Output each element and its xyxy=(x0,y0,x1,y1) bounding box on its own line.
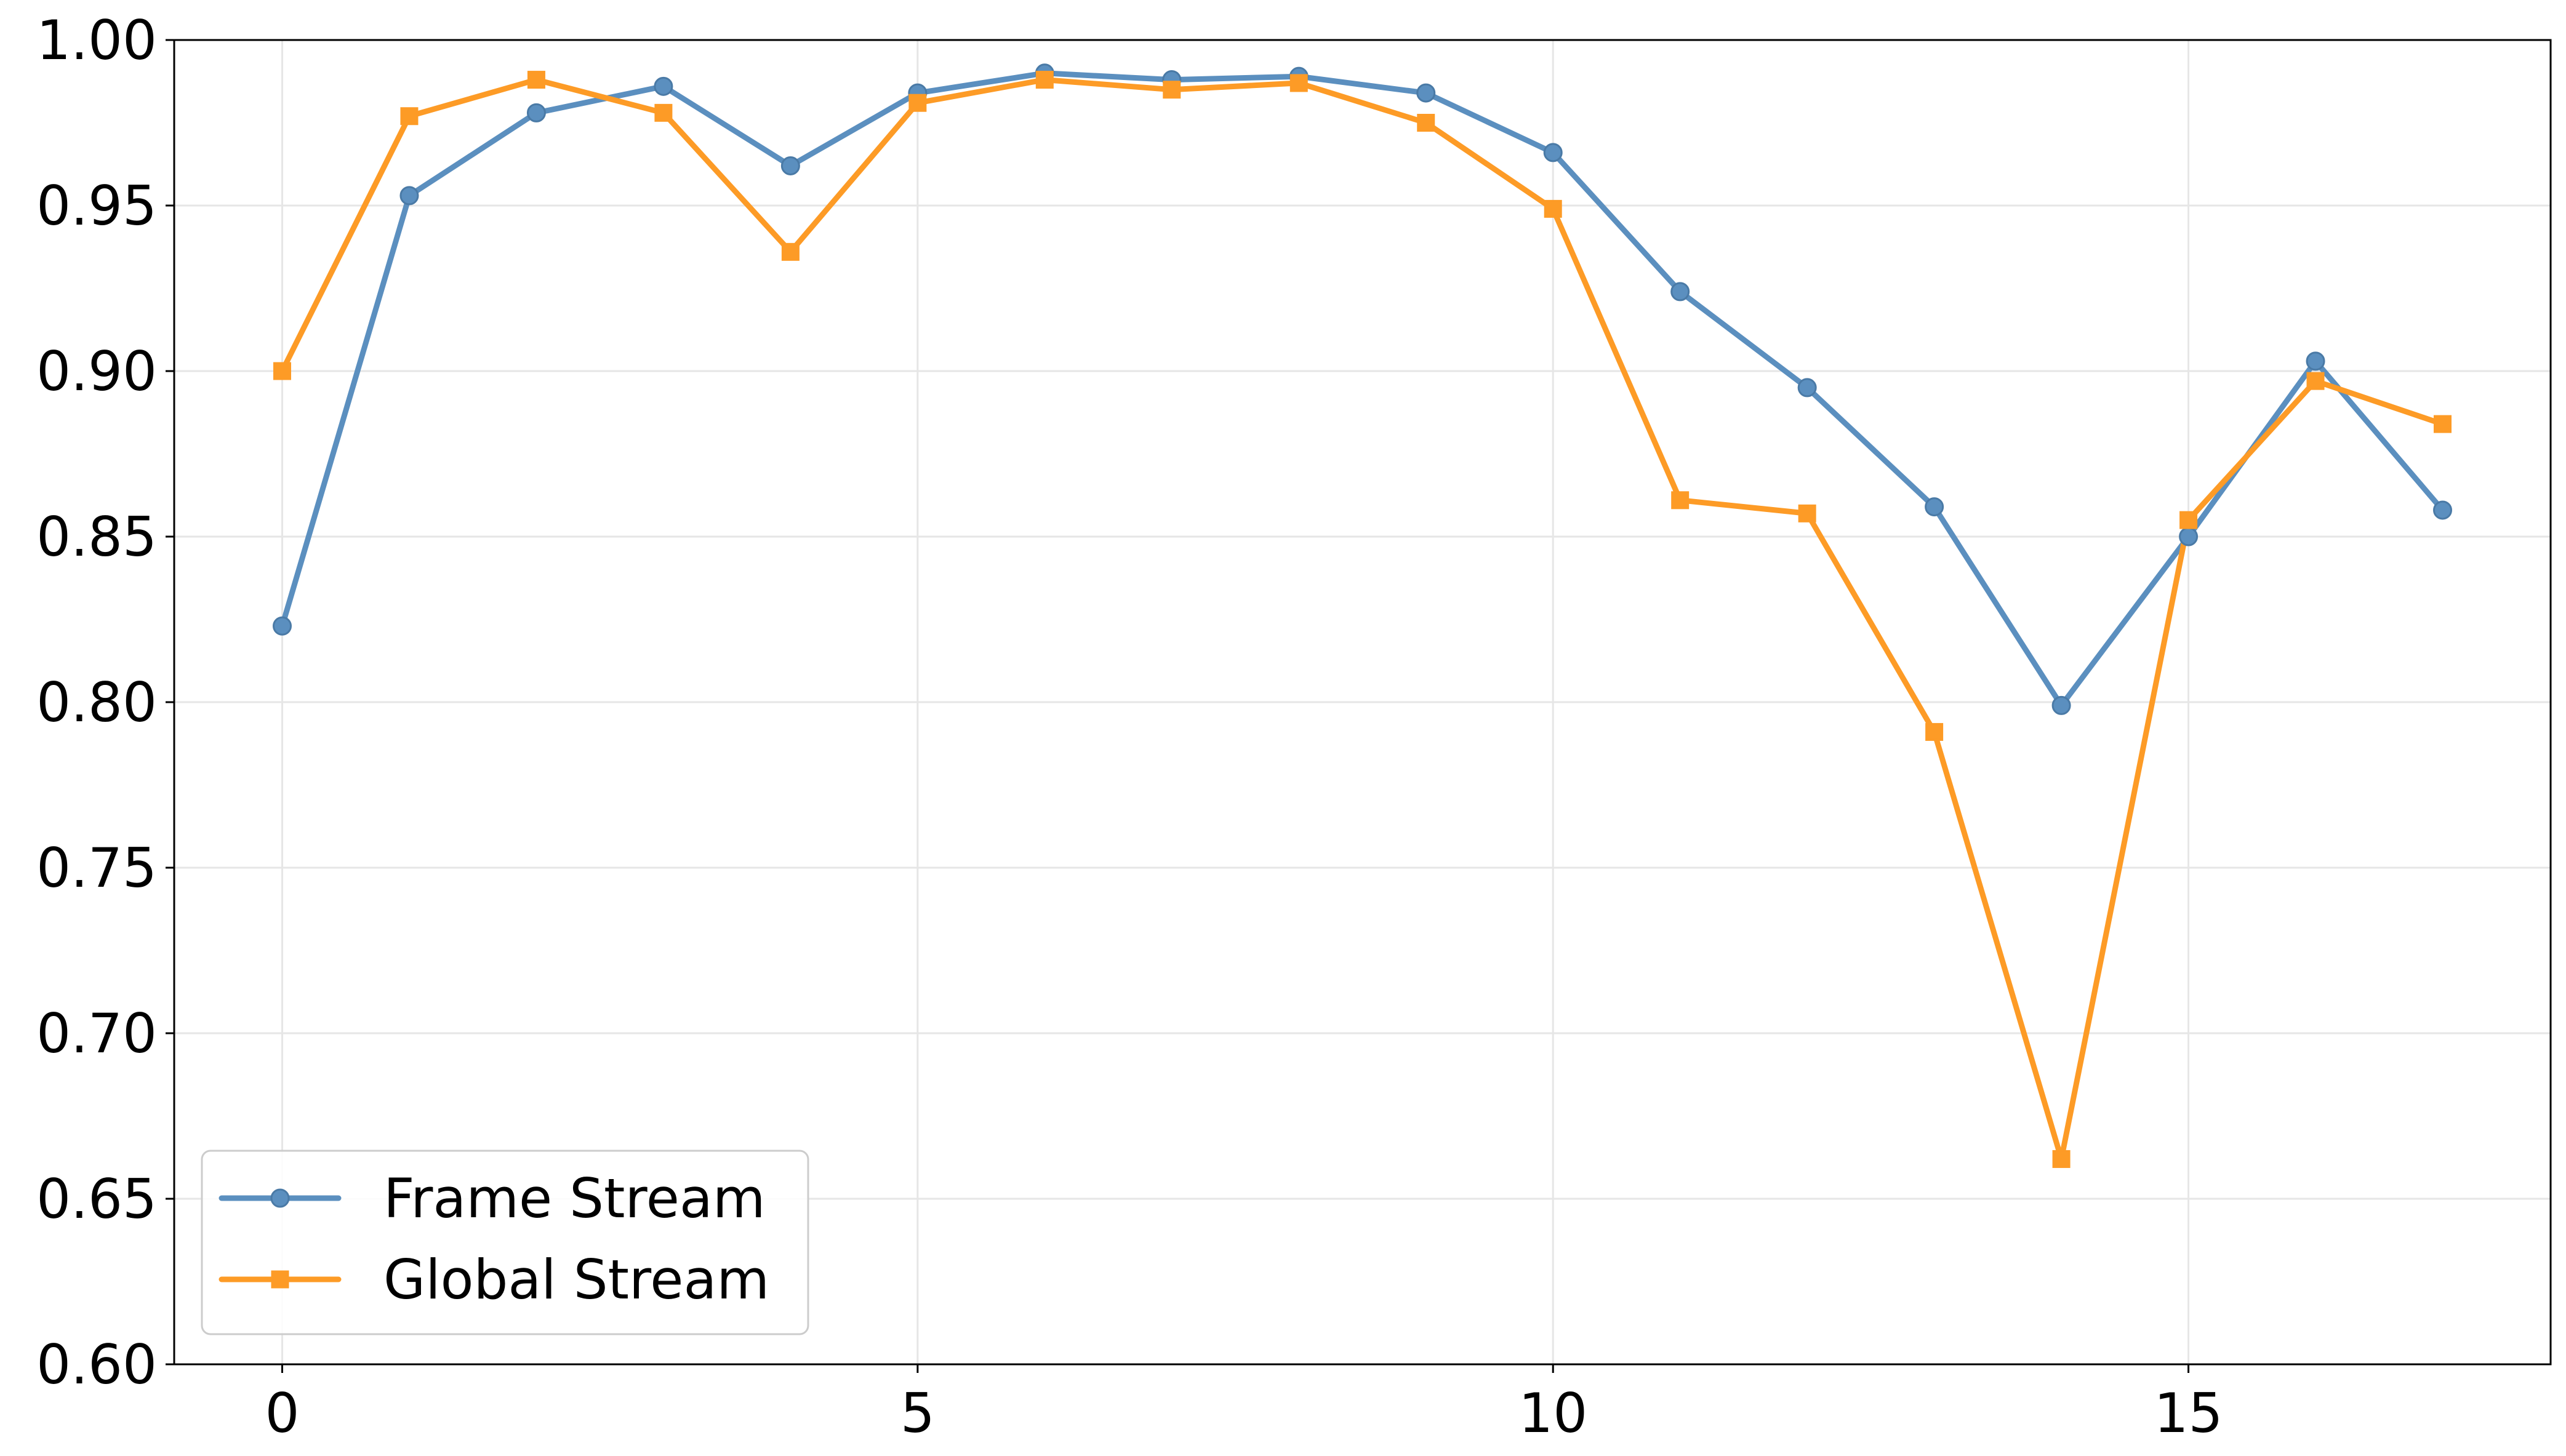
frame-stream-point xyxy=(526,103,546,122)
global-stream-point xyxy=(2434,415,2452,433)
global-stream-legend-label: Global Stream xyxy=(383,1248,769,1311)
x-tick-label: 0 xyxy=(265,1382,300,1445)
global-stream-point xyxy=(908,94,927,112)
frame-stream-legend-label: Frame Stream xyxy=(383,1167,766,1230)
y-tick-label: 0.95 xyxy=(36,174,157,238)
frame-stream-point xyxy=(2306,351,2325,371)
global-stream-point xyxy=(2306,372,2325,390)
frame-stream-point xyxy=(1797,378,1817,398)
frame-stream-point xyxy=(1416,83,1436,103)
global-stream-point xyxy=(2052,1150,2071,1168)
y-tick-label: 0.75 xyxy=(36,836,157,900)
x-tick-label: 5 xyxy=(900,1382,935,1445)
global-stream-point xyxy=(781,242,800,261)
global-stream-legend-marker xyxy=(271,1270,289,1289)
global-stream-point xyxy=(1671,491,1690,510)
frame-stream-point xyxy=(1925,497,1944,517)
global-stream-point xyxy=(1925,722,1944,741)
legend-box xyxy=(201,1150,809,1335)
global-stream-point xyxy=(1035,71,1054,89)
global-stream-point xyxy=(654,103,673,122)
frame-stream-point xyxy=(780,156,800,175)
axis-ticks: 0.60 0.65 0.70 0.75 0.80 0.85 0.90 0.95 1.00 0 5 10… xyxy=(36,9,2223,1445)
frame-stream-point xyxy=(1670,282,1690,302)
frame-stream-point xyxy=(2051,695,2071,715)
global-stream-point xyxy=(273,362,291,380)
y-tick-label: 0.85 xyxy=(36,505,157,569)
global-stream-point xyxy=(527,71,545,89)
series-markers xyxy=(273,63,2452,1168)
frame-stream-line xyxy=(279,70,2445,708)
y-tick-label: 0.60 xyxy=(36,1333,157,1396)
series-lines xyxy=(279,70,2445,1162)
x-tick-label: 15 xyxy=(2154,1382,2223,1445)
global-stream-line xyxy=(279,77,2445,1162)
frame-stream-point xyxy=(2179,527,2199,546)
global-stream-point xyxy=(1798,504,1816,522)
y-tick-label: 0.65 xyxy=(36,1167,157,1231)
legend: Frame Stream Global Stream xyxy=(201,1150,809,1335)
frame-stream-point xyxy=(1543,143,1563,162)
y-tick-label: 0.80 xyxy=(36,671,157,734)
frame-stream-point xyxy=(2433,500,2452,520)
frame-stream-point xyxy=(654,76,673,96)
global-stream-point xyxy=(1289,74,1308,92)
global-stream-point xyxy=(1163,81,1181,99)
global-stream-point xyxy=(1544,199,1562,218)
y-tick-label: 0.70 xyxy=(36,1002,157,1065)
global-stream-point xyxy=(400,107,419,126)
global-stream-point xyxy=(2179,511,2198,529)
frame-stream-point xyxy=(273,616,292,636)
y-tick-label: 1.00 xyxy=(36,9,157,72)
x-tick-label: 10 xyxy=(1518,1382,1587,1445)
y-tick-label: 0.90 xyxy=(36,340,157,403)
frame-stream-point xyxy=(399,186,419,206)
frame-stream-legend-marker xyxy=(270,1188,290,1208)
global-stream-point xyxy=(1417,114,1435,132)
